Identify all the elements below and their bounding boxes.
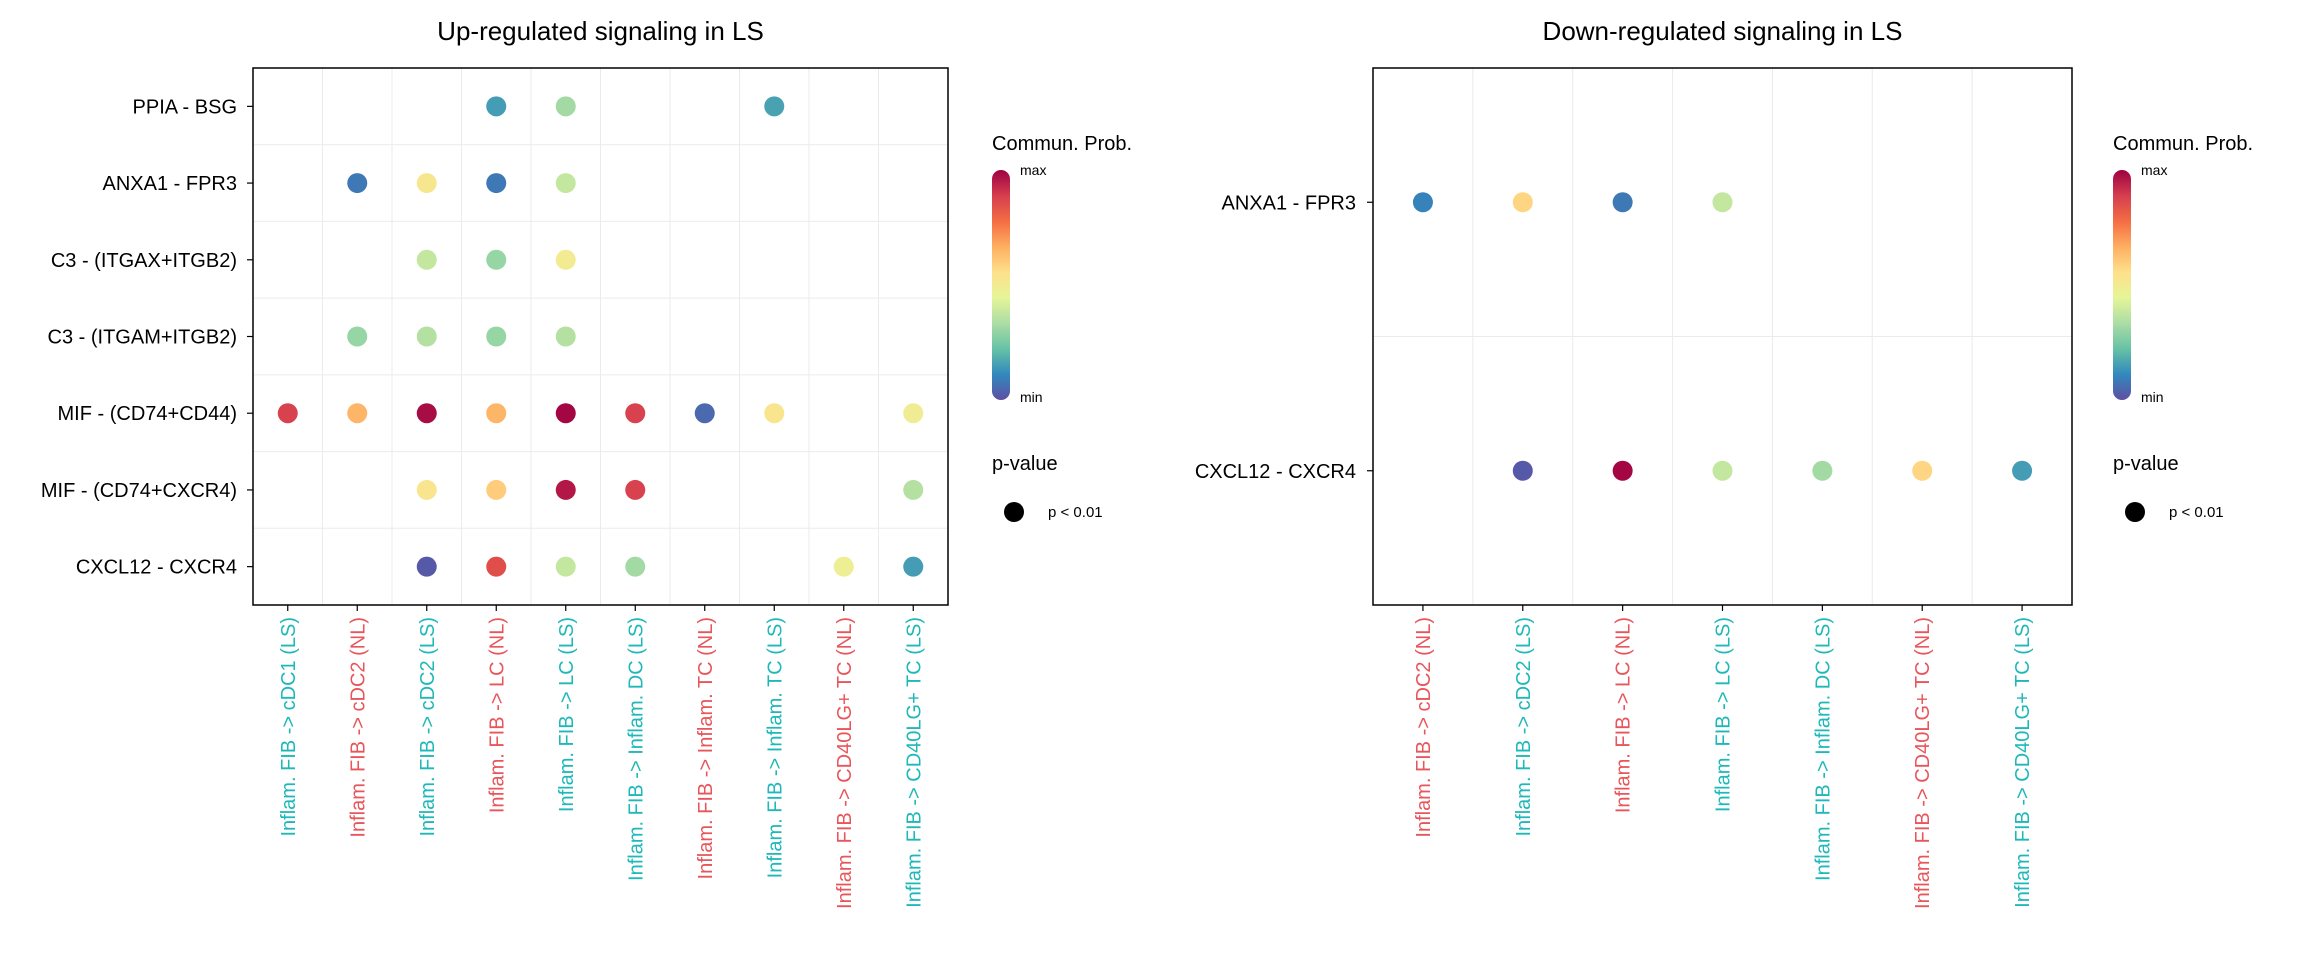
data-point [1512,192,1533,213]
data-point [486,173,507,194]
data-point [903,556,924,577]
data-point [1812,460,1833,481]
panel-down-regulated: Down-regulated signaling in LS ANXA1 - FP… [1195,16,2253,909]
y-tick-label: ANXA1 - FPR3 [103,173,237,195]
data-point [416,249,437,270]
x-tick-label: Inflam. FIB -> cDC2 (NL) [347,617,369,838]
y-tick-label: ANXA1 - FPR3 [1222,192,1356,214]
x-tick-label: Inflam. FIB -> LC (NL) [486,617,508,813]
data-point [1412,192,1433,213]
data-point [486,96,507,117]
panel-up-regulated: Up-regulated signaling in LS PPIA - BSG AN… [41,16,1132,909]
data-point [1612,192,1633,213]
data-point [486,249,507,270]
y-tick-label: CXCL12 - CXCR4 [76,557,237,579]
data-point [277,403,298,424]
y-tick-label: CXCL12 - CXCR4 [1195,461,1356,483]
y-tick-label: C3 - (ITGAM+ITGB2) [48,327,237,349]
y-tick-label: PPIA - BSG [133,96,237,118]
data-point [486,479,507,500]
pvalue-legend-title: p-value [992,453,1058,475]
x-tick-label: Inflam. FIB -> LC (LS) [1713,617,1735,812]
pvalue-legend-label: p < 0.01 [1048,504,1103,521]
legend: Commun. Prob. max min p-value p < 0.01 [2113,133,2253,522]
x-tick-label: Inflam. FIB -> CD40LG+ TC (LS) [903,617,925,908]
x-tick-label: Inflam. FIB -> cDC2 (LS) [417,617,439,837]
data-point [2012,460,2033,481]
x-tick-label: Inflam. FIB -> CD40LG+ TC (NL) [834,617,856,909]
data-point [1512,460,1533,481]
x-tick-label: Inflam. FIB -> LC (LS) [556,617,578,812]
data-point [555,96,576,117]
data-point [1712,192,1733,213]
legend-title: Commun. Prob. [992,133,1132,155]
legend-title: Commun. Prob. [2113,133,2253,155]
data-point [764,403,785,424]
data-point [555,479,576,500]
data-point [1912,460,1933,481]
x-tick-label: Inflam. FIB -> cDC2 (LS) [1513,617,1535,837]
colorbar [992,170,1010,400]
data-point [694,403,715,424]
colorbar-min-label: min [1020,389,1043,405]
data-point [555,249,576,270]
x-tick-label: Inflam. FIB -> LC (NL) [1613,617,1635,813]
pvalue-legend-dot [2125,502,2145,522]
data-point [486,556,507,577]
x-tick-label: Inflam. FIB -> Inflam. DC (LS) [1812,617,1834,881]
chart-title: Up-regulated signaling in LS [437,16,764,46]
data-point [416,326,437,347]
data-point [1712,460,1733,481]
data-point [625,403,646,424]
legend: Commun. Prob. max min p-value p < 0.01 [992,133,1132,522]
data-point [625,479,646,500]
data-point [833,556,854,577]
pvalue-legend-label: p < 0.01 [2169,504,2224,521]
data-point [903,479,924,500]
x-tick-label: Inflam. FIB -> cDC1 (LS) [278,617,300,837]
colorbar-max-label: max [2141,162,2167,178]
x-tick-label: Inflam. FIB -> cDC2 (NL) [1413,617,1435,838]
data-point [764,96,785,117]
data-point [416,556,437,577]
data-point [347,403,368,424]
x-tick-label: Inflam. FIB -> Inflam. TC (LS) [764,617,786,878]
data-point [416,479,437,500]
colorbar [2113,170,2131,400]
colorbar-max-label: max [1020,162,1046,178]
data-point [555,326,576,347]
data-point [347,173,368,194]
x-tick-label: Inflam. FIB -> CD40LG+ TC (LS) [2012,617,2034,908]
x-tick-label: Inflam. FIB -> CD40LG+ TC (NL) [1912,617,1934,909]
y-tick-label: MIF - (CD74+CD44) [58,403,237,425]
data-point [416,173,437,194]
data-point [555,403,576,424]
pvalue-legend-title: p-value [2113,453,2179,475]
data-point [416,403,437,424]
y-tick-label: C3 - (ITGAX+ITGB2) [51,250,237,272]
data-point [486,403,507,424]
y-tick-label: MIF - (CD74+CXCR4) [41,480,237,502]
data-point [486,326,507,347]
chart-title: Down-regulated signaling in LS [1543,16,1903,46]
data-point [555,556,576,577]
colorbar-min-label: min [2141,389,2164,405]
pvalue-legend-dot [1004,502,1024,522]
x-tick-label: Inflam. FIB -> Inflam. TC (NL) [695,617,717,879]
data-point [555,173,576,194]
data-point [1612,460,1633,481]
x-tick-label: Inflam. FIB -> Inflam. DC (LS) [625,617,647,881]
data-point [625,556,646,577]
data-point [347,326,368,347]
data-point [903,403,924,424]
